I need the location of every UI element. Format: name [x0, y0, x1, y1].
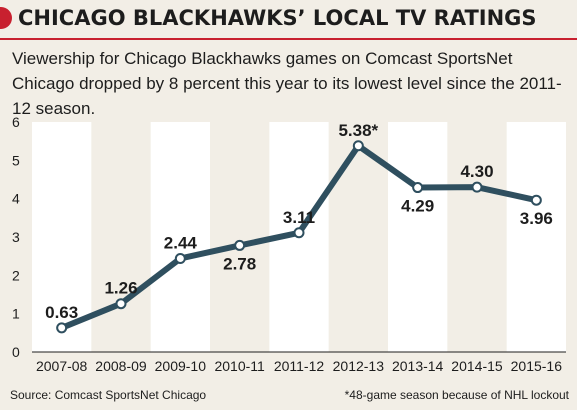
data-point [174, 252, 186, 264]
data-label: 2.78 [223, 254, 256, 273]
y-tick-label: 4 [12, 191, 20, 207]
y-tick-label: 6 [12, 114, 20, 130]
x-tick-label: 2007-08 [36, 358, 88, 374]
y-tick-label: 5 [12, 152, 20, 168]
column-band [150, 122, 210, 352]
data-label: 3.96 [520, 209, 553, 228]
source-note: Source: Comcast SportsNet Chicago [10, 388, 207, 402]
data-point [115, 298, 127, 310]
x-tick-label: 2012-13 [333, 358, 385, 374]
header-rule [0, 38, 577, 40]
data-label: 3.11 [283, 208, 315, 227]
data-label: 4.30 [460, 162, 493, 181]
data-label: 5.38* [338, 121, 378, 140]
x-tick-label: 2015-16 [511, 358, 563, 374]
column-band [32, 122, 92, 352]
data-point [234, 239, 246, 251]
data-label: 4.29 [401, 197, 434, 216]
y-tick-label: 0 [12, 344, 20, 360]
header: CHICAGO BLACKHAWKS’ LOCAL TV RATINGS [0, 0, 577, 40]
data-point [293, 227, 305, 239]
chart-subtitle: Viewership for Chicago Blackhawks games … [12, 49, 562, 118]
column-band [388, 122, 448, 352]
data-point [352, 140, 364, 152]
y-tick-label: 1 [12, 306, 20, 322]
header-accent-dot [0, 7, 12, 29]
y-tick-label: 2 [12, 267, 20, 283]
data-point [56, 322, 68, 334]
data-point [412, 182, 424, 194]
data-label: 1.26 [104, 279, 137, 298]
footnote: *48-game season because of NHL lockout [344, 388, 569, 402]
x-tick-label: 2013-14 [392, 358, 444, 374]
chart-title: CHICAGO BLACKHAWKS’ LOCAL TV RATINGS [18, 6, 537, 30]
x-tick-label: 2009-10 [155, 358, 207, 374]
x-tick-label: 2008-09 [95, 358, 147, 374]
data-label: 2.44 [164, 233, 198, 252]
x-tick-label: 2010-11 [214, 358, 265, 374]
data-label: 0.63 [45, 303, 78, 322]
data-point [530, 194, 542, 206]
data-point [471, 181, 483, 193]
column-band [506, 122, 566, 352]
x-tick-label: 2014-15 [451, 358, 503, 374]
x-tick-label: 2011-12 [274, 358, 325, 374]
y-tick-label: 3 [12, 229, 20, 245]
